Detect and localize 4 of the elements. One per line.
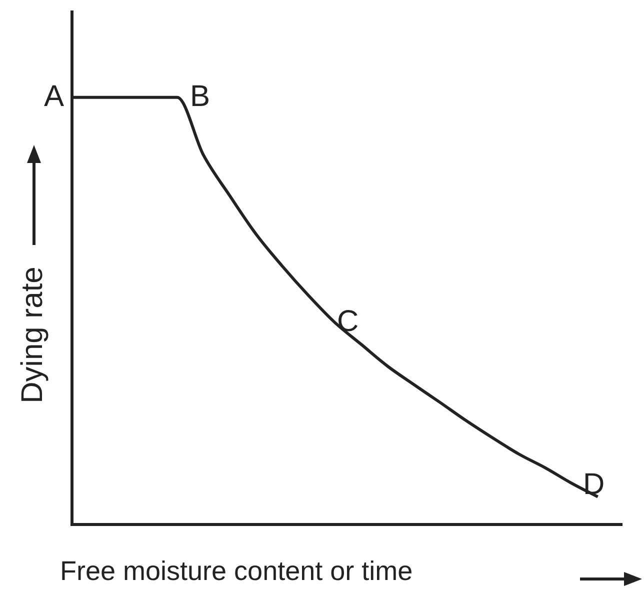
text: A (44, 80, 64, 114)
annotation: B (190, 80, 210, 114)
y-axis-title: Dying rate (16, 266, 50, 404)
x-axis-title: Free moisture content or time (60, 556, 413, 587)
